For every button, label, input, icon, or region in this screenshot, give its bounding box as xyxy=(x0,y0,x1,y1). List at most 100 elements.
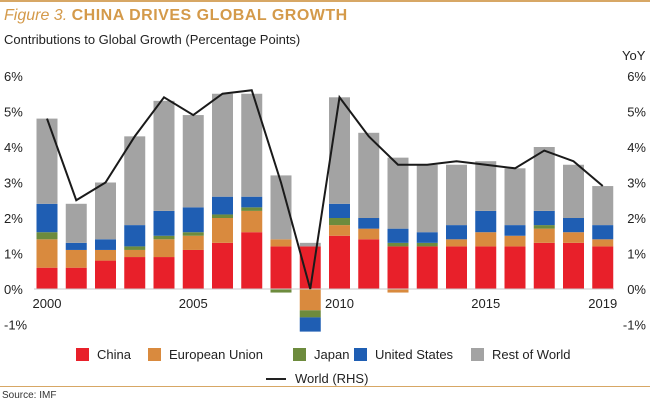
bar-segment-china xyxy=(563,242,584,289)
bar-segment-rest-of-world xyxy=(36,118,58,204)
figure-title: Figure 3. CHINA DRIVES GLOBAL GROWTH xyxy=(4,7,348,25)
bar-segment-japan xyxy=(329,218,350,226)
legend-label: Japan xyxy=(314,347,350,362)
x-tick-label: 2015 xyxy=(471,296,500,311)
bar-segment-rest-of-world xyxy=(212,93,233,197)
bar-segment-rest-of-world xyxy=(533,147,555,211)
legend-swatch xyxy=(76,348,89,361)
bar-segment-united-states xyxy=(65,242,87,250)
legend-label: Rest of World xyxy=(492,347,571,362)
bar-segment-rest-of-world xyxy=(299,242,321,247)
bar-segment-united-states xyxy=(95,239,116,250)
right-axis-unit: YoY xyxy=(622,48,646,63)
bar-segment-united-states xyxy=(182,207,204,233)
x-tick-label: 2000 xyxy=(33,296,62,311)
y-tick-label-right: 6% xyxy=(627,69,646,84)
chart-subtitle: Contributions to Global Growth (Percenta… xyxy=(4,32,301,47)
bar-segment-japan xyxy=(270,289,292,293)
bar-segment-european-union xyxy=(533,228,555,243)
y-tick-label-right: 2% xyxy=(627,211,646,226)
bar-segment-european-union xyxy=(358,228,380,240)
bar-segment-rest-of-world xyxy=(95,182,116,240)
bar-segment-china xyxy=(416,246,438,289)
y-tick-label-left: 2% xyxy=(4,211,23,226)
y-tick-label-right: 5% xyxy=(627,105,646,120)
bar-segment-european-union xyxy=(241,210,263,233)
legend-item: China xyxy=(76,347,131,362)
bar-segment-european-union xyxy=(65,249,87,268)
bar-segment-japan xyxy=(124,246,146,250)
bar-segment-united-states xyxy=(416,232,438,243)
bar-segment-china xyxy=(592,246,614,289)
bar-segment-japan xyxy=(416,242,438,247)
bar-segment-united-states xyxy=(299,317,321,332)
bar-segment-united-states xyxy=(329,203,350,218)
bar-segment-china xyxy=(182,249,204,289)
bar-segment-rest-of-world xyxy=(475,161,497,211)
legend-swatch xyxy=(354,348,367,361)
bar-segment-japan xyxy=(36,232,58,240)
bar-segment-china xyxy=(329,235,350,289)
bar-segment-japan xyxy=(212,214,233,218)
world-growth-line xyxy=(46,89,604,290)
bar-segment-rest-of-world xyxy=(65,203,87,243)
bar-segment-rest-of-world xyxy=(329,97,350,204)
legend-item: European Union xyxy=(148,347,263,362)
bar-segment-united-states xyxy=(387,228,409,243)
bar-segment-china xyxy=(270,246,292,289)
bar-segment-rest-of-world xyxy=(153,100,175,211)
y-tick-label-right: -1% xyxy=(623,318,647,333)
bar-segment-china xyxy=(358,239,380,289)
bar-segment-china xyxy=(533,242,555,289)
bar-segment-united-states xyxy=(358,218,380,229)
bar-segment-united-states xyxy=(446,225,467,240)
legend-swatch xyxy=(471,348,484,361)
legend-label: China xyxy=(97,347,131,362)
bar-segment-china xyxy=(95,260,116,289)
y-tick-label-left: -1% xyxy=(4,318,28,333)
bar-segment-rest-of-world xyxy=(563,164,584,218)
legend-label: World (RHS) xyxy=(295,371,369,386)
bar-segment-rest-of-world xyxy=(446,164,467,226)
bar-segment-european-union xyxy=(592,239,614,247)
legend-label: United States xyxy=(375,347,454,362)
bar-segment-japan xyxy=(533,225,555,229)
bar-segment-european-union xyxy=(95,249,116,261)
y-tick-label-left: 0% xyxy=(4,282,23,297)
bar-segment-united-states xyxy=(592,225,614,240)
bar-segment-european-union xyxy=(270,239,292,247)
source-note: Source: IMF xyxy=(2,390,57,401)
bar-segment-united-states xyxy=(241,196,263,208)
y-tick-label-left: 6% xyxy=(4,69,23,84)
y-tick-label-left: 4% xyxy=(4,140,23,155)
y-tick-label-left: 5% xyxy=(4,105,23,120)
bar-segment-rest-of-world xyxy=(504,168,526,226)
bar-segment-rest-of-world xyxy=(124,136,146,226)
bar-segment-european-union xyxy=(387,289,409,293)
bar-segment-european-union xyxy=(329,225,350,236)
bar-segment-japan xyxy=(153,235,175,240)
bar-segment-rest-of-world xyxy=(387,157,409,229)
bar-segment-european-union xyxy=(36,239,58,268)
bar-segment-united-states xyxy=(124,225,146,247)
bar-segment-japan xyxy=(387,242,409,247)
bar-segment-rest-of-world xyxy=(358,132,380,218)
bar-segment-european-union xyxy=(475,232,497,247)
bar-segment-european-union xyxy=(212,218,233,243)
bar-segment-united-states xyxy=(36,203,58,233)
legend-item: Japan xyxy=(293,347,349,362)
bar-segment-european-union xyxy=(153,239,175,258)
x-tick-label: 2005 xyxy=(179,296,208,311)
legend-swatch xyxy=(293,348,306,361)
bar-segment-united-states xyxy=(153,210,175,236)
bar-segment-japan xyxy=(241,207,263,211)
y-tick-label-right: 0% xyxy=(627,282,646,297)
legend-label: European Union xyxy=(169,347,263,362)
bar-segment-china xyxy=(153,257,175,289)
top-rule xyxy=(0,0,650,2)
bar-segment-japan xyxy=(299,310,321,318)
bar-segment-china xyxy=(504,246,526,289)
bar-segment-china xyxy=(36,267,58,289)
bar-segment-china xyxy=(446,246,467,289)
